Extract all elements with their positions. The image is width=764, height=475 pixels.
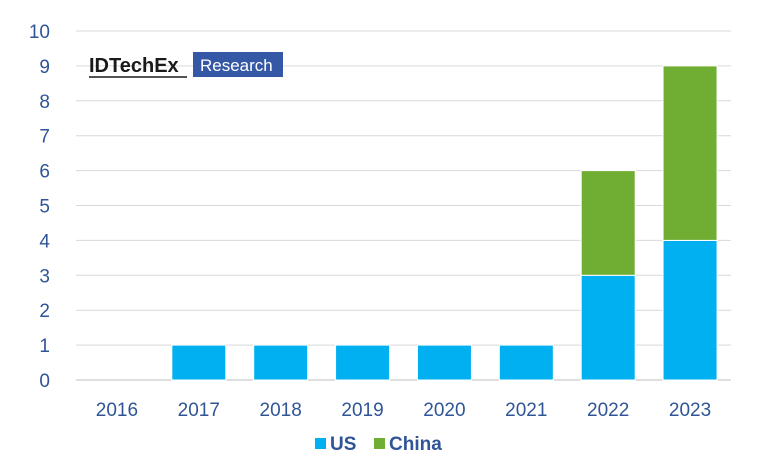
logo-sub: Research xyxy=(200,56,273,75)
y-tick-label: 7 xyxy=(39,127,50,148)
bar-china xyxy=(580,170,636,276)
y-tick-label: 3 xyxy=(39,266,50,287)
x-tick-label: 2017 xyxy=(178,400,220,421)
x-tick-label: 2019 xyxy=(341,400,383,421)
bar-us xyxy=(171,344,227,381)
bar-us xyxy=(498,344,554,381)
legend-swatch-us xyxy=(315,438,326,449)
logo-brand: IDTechEx xyxy=(89,55,179,77)
y-tick-label: 2 xyxy=(39,301,50,322)
x-tick-label: 2016 xyxy=(96,400,138,421)
logo-research-badge xyxy=(193,52,283,77)
legend-swatch-china xyxy=(374,438,385,449)
bar-us xyxy=(416,344,472,381)
x-tick-label: 2018 xyxy=(260,400,302,421)
legend-label-china: China xyxy=(389,434,442,455)
bar-us xyxy=(253,344,309,381)
y-tick-label: 5 xyxy=(39,197,50,218)
bar-us xyxy=(335,344,391,381)
x-tick-label: 2022 xyxy=(587,400,629,421)
y-tick-label: 1 xyxy=(39,336,50,357)
bar-us xyxy=(580,274,636,381)
x-tick-label: 2020 xyxy=(423,400,465,421)
bar-china xyxy=(662,65,718,241)
idtechex-logo: IDTechEx Research xyxy=(89,52,283,78)
bars xyxy=(171,65,718,381)
y-axis-ticks: 0 1 2 3 4 5 6 7 8 9 10 xyxy=(29,22,51,392)
y-tick-label: 8 xyxy=(39,92,50,113)
bar-us xyxy=(662,239,718,381)
x-tick-label: 2021 xyxy=(505,400,547,421)
x-tick-label: 2023 xyxy=(669,400,711,421)
legend-label-us: US xyxy=(330,434,356,455)
x-axis-ticks: 2016 2017 2018 2019 2020 2021 2022 2023 xyxy=(96,400,711,421)
y-tick-label: 0 xyxy=(39,371,50,392)
y-tick-label: 9 xyxy=(39,57,50,78)
legend: US China xyxy=(315,434,442,455)
y-tick-label: 10 xyxy=(29,22,50,43)
y-tick-label: 6 xyxy=(39,162,50,183)
y-tick-label: 4 xyxy=(39,231,50,252)
